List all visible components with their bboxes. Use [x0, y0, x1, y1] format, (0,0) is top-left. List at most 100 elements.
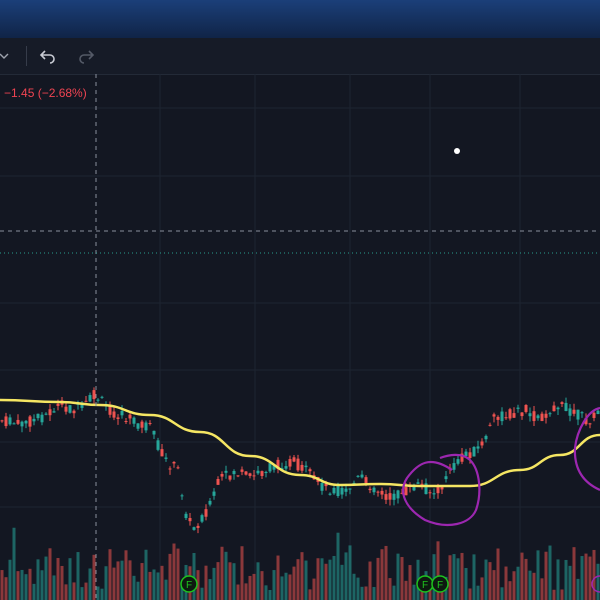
redo-icon[interactable]	[74, 38, 98, 74]
candle-body	[576, 409, 580, 420]
candle-body	[180, 495, 184, 497]
volume-bar	[220, 546, 224, 600]
candle-body	[516, 407, 520, 409]
candle-body	[504, 417, 508, 419]
candle-body	[184, 513, 188, 519]
volume-bar	[320, 558, 324, 600]
candle-body	[368, 488, 372, 491]
candle-body	[224, 470, 228, 473]
volume-bar	[588, 556, 592, 600]
volume-bar	[176, 548, 180, 600]
candle-body	[356, 475, 360, 477]
candle-body	[388, 493, 392, 500]
volume-bar	[16, 571, 20, 600]
candle-body	[208, 500, 212, 505]
volume-bar	[484, 559, 488, 600]
candle-body	[32, 418, 36, 422]
candle-body	[352, 482, 356, 484]
earnings-marker-label: F	[437, 580, 443, 591]
volume-bar	[296, 559, 300, 600]
candle-body	[508, 409, 512, 419]
candle-body	[268, 463, 272, 472]
candle-body	[28, 416, 32, 427]
candle-body	[556, 407, 560, 410]
candle-body	[212, 491, 216, 496]
candle-body	[64, 406, 68, 412]
volume-bar	[528, 570, 532, 600]
candle-body	[12, 423, 16, 425]
volume-bar	[544, 551, 548, 600]
candle-body	[380, 490, 384, 495]
volume-bar	[108, 549, 112, 600]
volume-bar	[216, 562, 220, 600]
candle-body	[228, 475, 232, 480]
volume-bar	[568, 565, 572, 600]
earnings-marker-label: F	[186, 580, 192, 591]
volume-bar	[292, 566, 296, 600]
candle-body	[308, 469, 312, 472]
candle-body	[220, 473, 224, 477]
volume-bar	[496, 548, 500, 600]
candle-body	[112, 411, 116, 418]
volume-bar	[264, 585, 268, 600]
volume-bar	[36, 559, 40, 600]
volume-bar	[60, 565, 64, 600]
candle-body	[584, 417, 588, 425]
volume-bar	[196, 570, 200, 600]
volume-bar	[556, 559, 560, 600]
candle-body	[88, 395, 92, 402]
candle-body	[412, 485, 416, 491]
candle-body	[524, 405, 528, 412]
candle-body	[420, 483, 424, 485]
candle-body	[92, 390, 96, 400]
candle-body	[324, 483, 328, 487]
candle-body	[200, 515, 204, 522]
volume-bar	[308, 589, 312, 600]
candle-body	[400, 492, 404, 494]
volume-bar	[124, 550, 128, 600]
undo-icon[interactable]	[36, 38, 60, 74]
volume-bar	[520, 552, 524, 600]
volume-bar	[336, 532, 340, 600]
volume-bar	[96, 586, 100, 600]
candle-body	[296, 458, 300, 471]
earnings-marker: F	[416, 575, 434, 593]
candle-body	[468, 452, 472, 458]
volume-bar	[8, 559, 12, 600]
candle-body	[56, 403, 60, 406]
candle-body	[84, 400, 88, 402]
volume-bar	[344, 552, 348, 600]
volume-bar	[88, 568, 92, 600]
volume-bar	[396, 553, 400, 600]
volume-bar	[56, 557, 60, 600]
candle-body	[340, 487, 344, 495]
annotation-circle	[402, 453, 481, 527]
candle-body	[40, 414, 44, 423]
volume-bar	[304, 560, 308, 600]
chevron-down-icon[interactable]	[0, 38, 12, 74]
volume-bar	[352, 573, 356, 600]
volume-bar	[12, 527, 16, 600]
candle-body	[592, 412, 596, 418]
candle-body	[4, 416, 8, 427]
candle-body	[536, 415, 540, 419]
candle-body	[196, 525, 200, 528]
volume-bar	[228, 562, 232, 600]
volume-bar	[172, 543, 176, 600]
volume-bar	[480, 577, 484, 600]
volume-bar	[256, 562, 260, 600]
volume-bar	[572, 547, 576, 600]
volume-bar	[192, 553, 196, 600]
candle-body	[396, 490, 400, 499]
chart-toolbar	[0, 38, 600, 75]
candle-body	[304, 465, 308, 468]
volume-bar	[20, 569, 24, 600]
volume-bar	[524, 558, 528, 600]
volume-bar	[112, 567, 116, 600]
candle-body	[148, 423, 152, 425]
candle-body	[124, 421, 128, 423]
candle-body	[156, 440, 160, 450]
candle-body	[252, 475, 256, 477]
earnings-marker-label: F	[422, 580, 428, 591]
